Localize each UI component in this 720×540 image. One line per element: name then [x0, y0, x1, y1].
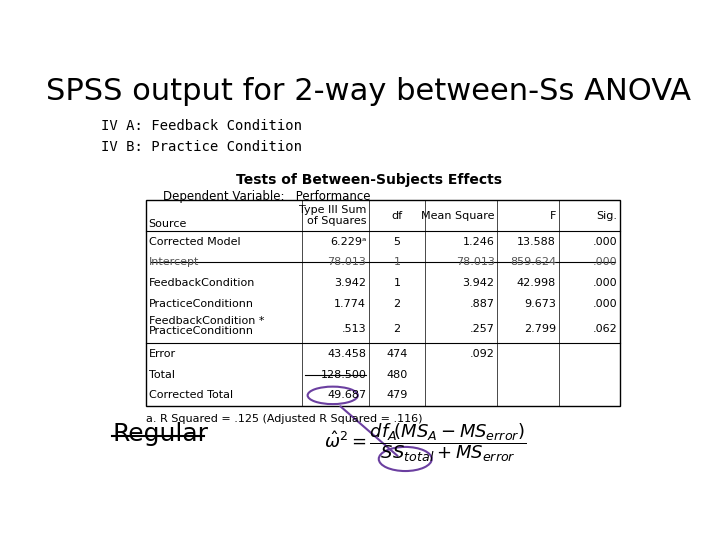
Text: SPSS output for 2-way between-Ss ANOVA: SPSS output for 2-way between-Ss ANOVA: [47, 77, 691, 106]
Text: Corrected Model: Corrected Model: [148, 237, 240, 247]
Text: 43.458: 43.458: [327, 349, 366, 359]
Text: 1.246: 1.246: [463, 237, 495, 247]
Text: .000: .000: [593, 299, 617, 309]
Text: 480: 480: [386, 369, 408, 380]
Text: Sig.: Sig.: [596, 211, 617, 220]
Text: FeedbackCondition *: FeedbackCondition *: [148, 316, 264, 326]
Text: 859.624: 859.624: [510, 257, 556, 267]
Text: 2.799: 2.799: [524, 324, 556, 334]
Text: 479: 479: [386, 390, 408, 400]
Text: 6.229ᵃ: 6.229ᵃ: [330, 237, 366, 247]
Text: Mean Square: Mean Square: [421, 211, 495, 220]
Text: FeedbackCondition: FeedbackCondition: [148, 278, 255, 288]
Text: Intercept: Intercept: [148, 257, 199, 267]
Text: 474: 474: [386, 349, 408, 359]
Text: 13.588: 13.588: [517, 237, 556, 247]
Text: 2: 2: [393, 299, 400, 309]
Text: IV A: Feedback Condition: IV A: Feedback Condition: [101, 119, 302, 133]
Text: 1: 1: [393, 257, 400, 267]
Text: 5: 5: [393, 237, 400, 247]
Text: 128.500: 128.500: [320, 369, 366, 380]
Text: .513: .513: [341, 324, 366, 334]
Text: .000: .000: [593, 278, 617, 288]
Text: 3.942: 3.942: [334, 278, 366, 288]
Text: 2: 2: [393, 324, 400, 334]
Text: Tests of Between-Subjects Effects: Tests of Between-Subjects Effects: [236, 173, 502, 187]
Text: Error: Error: [148, 349, 176, 359]
Text: 9.673: 9.673: [524, 299, 556, 309]
Text: .000: .000: [593, 237, 617, 247]
Text: PracticeConditionn: PracticeConditionn: [148, 326, 253, 335]
Text: 78.013: 78.013: [328, 257, 366, 267]
Text: df: df: [392, 211, 402, 220]
Text: .092: .092: [469, 349, 495, 359]
Text: IV B: Practice Condition: IV B: Practice Condition: [101, 140, 302, 154]
Text: .062: .062: [593, 324, 617, 334]
Text: a. R Squared = .125 (Adjusted R Squared = .116): a. R Squared = .125 (Adjusted R Squared …: [145, 414, 423, 424]
Text: Corrected Total: Corrected Total: [148, 390, 233, 400]
Text: F: F: [549, 211, 556, 220]
Text: $\hat{\omega}^2 = \dfrac{df_A\!\left(MS_A - MS_{error}\right)}{SS_{total} + MS_{: $\hat{\omega}^2 = \dfrac{df_A\!\left(MS_…: [323, 422, 526, 464]
Text: 3.942: 3.942: [462, 278, 495, 288]
FancyArrowPatch shape: [341, 406, 397, 456]
Text: .000: .000: [593, 257, 617, 267]
Text: 1: 1: [393, 278, 400, 288]
Text: Dependent Variable:   Performance: Dependent Variable: Performance: [163, 190, 370, 202]
Text: .257: .257: [469, 324, 495, 334]
Text: Source: Source: [148, 219, 187, 229]
Text: .887: .887: [469, 299, 495, 309]
Text: PracticeConditionn: PracticeConditionn: [148, 299, 253, 309]
Text: 78.013: 78.013: [456, 257, 495, 267]
Text: 1.774: 1.774: [334, 299, 366, 309]
Text: Type III Sum
of Squares: Type III Sum of Squares: [299, 205, 366, 226]
Text: 42.998: 42.998: [517, 278, 556, 288]
Text: Total: Total: [148, 369, 174, 380]
Text: Regular: Regular: [112, 422, 208, 447]
Text: 49.687: 49.687: [327, 390, 366, 400]
